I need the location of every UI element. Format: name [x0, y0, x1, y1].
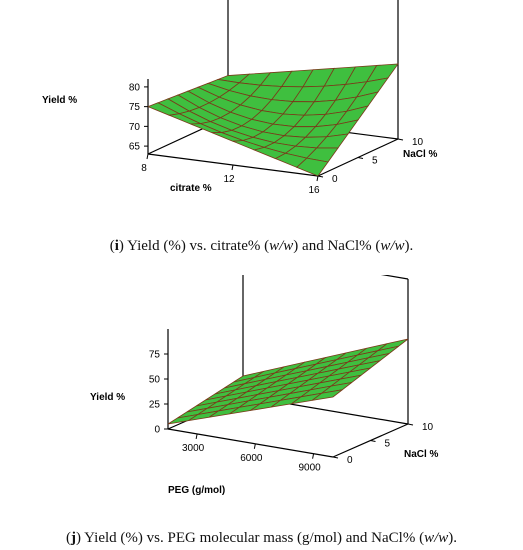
y-tick-mark [332, 456, 339, 459]
x-tick-mark [312, 453, 315, 459]
box-edge [167, 428, 334, 458]
y-tick-label: 0 [347, 455, 353, 466]
y-tick-mark [370, 440, 376, 442]
y-tick-mark [407, 423, 414, 426]
z-tick-label: 50 [149, 375, 161, 386]
x-tick-mark [253, 443, 256, 449]
surface-j [167, 338, 409, 425]
caption-i-text: Yield (%) vs. citrate% (w/w) and NaCl% (… [127, 238, 414, 254]
y-tick-label: 5 [385, 439, 391, 450]
y-tick-mark [357, 157, 364, 159]
caption-j: (j) Yield (%) vs. PEG molecular mass (g/… [65, 530, 458, 546]
caption-i-label: i [114, 238, 119, 254]
y-tick-label: 5 [372, 156, 378, 167]
z-tick-label: 80 [129, 82, 141, 93]
figure-j: 0 25 50 75 3000 6000 9000 0 5 10 Yield % PEG (g/m… [0, 275, 523, 550]
x-axis-title-j: PEG (g/mol) [168, 485, 225, 496]
caption-j-text: Yield (%) vs. PEG molecular mass (g/mol)… [84, 530, 458, 546]
x-tick-label: 12 [223, 174, 235, 185]
y-axis-title-j: NaCl % [404, 449, 439, 460]
surface-cell [296, 157, 329, 177]
caption-j-label: j [70, 530, 76, 546]
x-tick-label: 9000 [298, 463, 321, 474]
z-tick-label: 25 [149, 400, 161, 411]
y-tick-label: 10 [412, 137, 424, 148]
surface-plot-i: 65 70 75 80 8 12 16 0 5 10 Yield % citrate % NaCl… [42, 0, 438, 196]
y-tick-label: 0 [332, 174, 338, 185]
ticks-i: 65 70 75 80 8 12 16 0 5 10 [129, 82, 424, 196]
x-tick-mark [316, 175, 319, 182]
ticks-j: 0 25 50 75 3000 6000 9000 0 5 10 [149, 350, 434, 474]
x-tick-label: 8 [141, 163, 147, 174]
x-tick-label: 3000 [182, 443, 205, 454]
x-tick-mark [146, 153, 149, 160]
surface-cell [311, 389, 343, 401]
z-axis-title-i: Yield % [42, 95, 77, 106]
x-axis-title-i: citrate % [170, 183, 212, 194]
z-axis-title-j: Yield % [90, 392, 125, 403]
figure-i: 65 70 75 80 8 12 16 0 5 10 Yield % citrate % NaCl… [0, 0, 523, 270]
y-tick-label: 10 [422, 422, 434, 433]
z-tick-label: 70 [129, 122, 141, 133]
x-tick-label: 6000 [240, 453, 263, 464]
y-tick-mark [397, 138, 404, 141]
box-edge [380, 275, 409, 280]
z-tick-label: 75 [129, 102, 141, 113]
z-tick-label: 75 [149, 350, 161, 361]
x-tick-mark [195, 433, 198, 440]
z-tick-label: 65 [129, 142, 141, 153]
y-axis-title-i: NaCl % [403, 149, 438, 160]
caption-i: (i) Yield (%) vs. citrate% (w/w) and NaC… [109, 238, 414, 254]
x-tick-mark [231, 164, 234, 171]
surface-plot-j: 0 25 50 75 3000 6000 9000 0 5 10 Yield % PEG (g/m… [90, 275, 439, 496]
y-tick-mark [317, 175, 324, 178]
surface-i [146, 63, 399, 177]
z-tick-label: 0 [154, 425, 160, 436]
x-tick-label: 16 [308, 185, 320, 196]
